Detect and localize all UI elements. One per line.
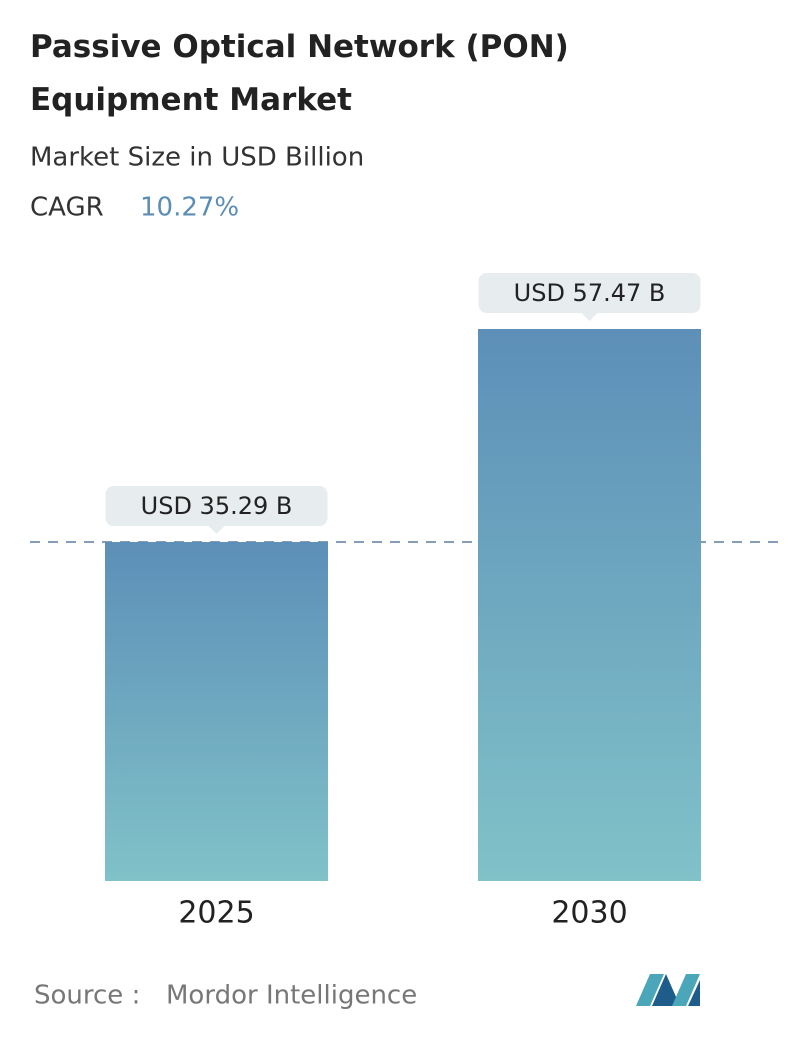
bar	[478, 329, 701, 881]
logo	[636, 974, 700, 1006]
title-line: Passive Optical Network (PON)	[30, 29, 569, 65]
value-label-pointer	[208, 526, 225, 535]
value-label: USD 35.29 B	[141, 492, 293, 520]
bar	[105, 542, 328, 881]
plot-area: USD 35.29 B 2025 USD 57.47 B 2030	[30, 273, 782, 931]
source: Mordor Intelligence	[166, 981, 417, 1011]
value-label: USD 57.47 B	[514, 279, 666, 307]
x-tick-label: 2030	[551, 896, 627, 931]
x-tick-label: 2025	[178, 896, 254, 931]
cagr-value: 10.27%	[140, 193, 239, 223]
title-line: Equipment Market	[30, 82, 352, 118]
chart-title: Passive Optical Network (PON) Equipment …	[30, 29, 580, 118]
source-label: Source :	[34, 981, 140, 1011]
chart-subtitle: Market Size in USD Billion	[30, 143, 364, 173]
value-label-box	[105, 486, 328, 527]
value-label-box	[478, 273, 701, 313]
cagr-label: CAGR	[30, 193, 104, 223]
value-label-pointer	[581, 313, 598, 321]
